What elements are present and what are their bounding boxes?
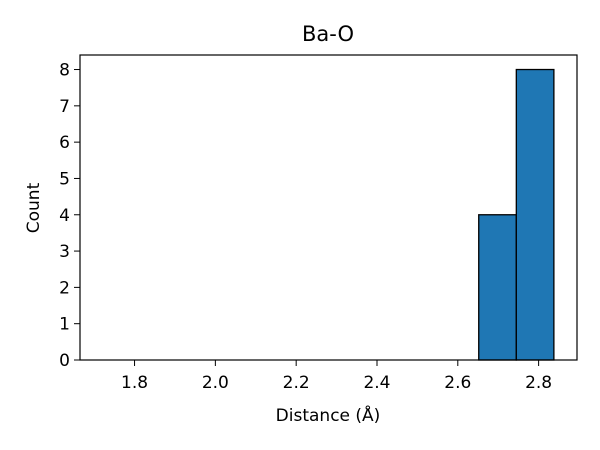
y-tick-label: 5 bbox=[59, 169, 70, 189]
y-tick-label: 6 bbox=[59, 133, 70, 153]
y-axis-ticks: 0 1 2 3 4 5 6 7 8 bbox=[59, 61, 80, 371]
x-tick-label: 2.2 bbox=[283, 373, 310, 393]
x-tick-label: 2.4 bbox=[363, 373, 390, 393]
bars-group bbox=[478, 68, 555, 361]
histogram-bar-11 bbox=[478, 214, 517, 361]
y-tick-label: 4 bbox=[59, 206, 70, 226]
y-tick-label: 8 bbox=[59, 61, 70, 81]
histogram-bar-12 bbox=[515, 68, 555, 361]
x-tick-label: 2.6 bbox=[444, 373, 471, 393]
y-tick-label: 1 bbox=[59, 315, 70, 335]
x-tick-label: 2.8 bbox=[525, 373, 552, 393]
x-tick-label: 2.0 bbox=[202, 373, 229, 393]
x-axis-ticks: 1.8 2.0 2.2 2.4 2.6 2.8 bbox=[121, 360, 552, 393]
y-tick-label: 3 bbox=[59, 242, 70, 262]
y-axis-label: Count bbox=[24, 182, 44, 233]
y-tick-label: 7 bbox=[59, 97, 70, 117]
x-tick-label: 1.8 bbox=[121, 373, 148, 393]
x-axis-label: Distance (Å) bbox=[276, 404, 381, 426]
y-tick-label: 2 bbox=[59, 278, 70, 298]
y-tick-label: 0 bbox=[59, 351, 70, 371]
chart-title: Ba-O bbox=[302, 22, 354, 46]
axes-frame bbox=[79, 54, 578, 361]
